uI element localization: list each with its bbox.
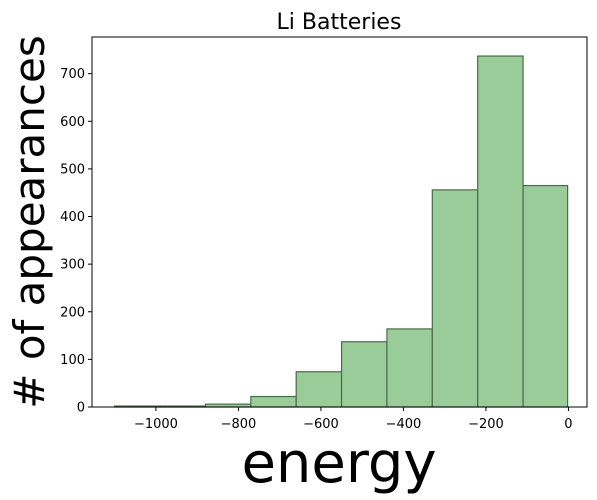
x-tick-label: −1000 xyxy=(134,417,178,432)
x-axis-ticks: −1000 −800 −600 −400 −200 0 xyxy=(134,407,573,432)
chart-title: Li Batteries xyxy=(277,10,402,35)
histogram-bar-8 xyxy=(477,55,524,408)
y-tick-label: 200 xyxy=(60,305,85,320)
y-tick-label: 400 xyxy=(60,210,85,225)
x-tick-label: −800 xyxy=(221,417,257,432)
plot-frame xyxy=(91,36,588,408)
histogram-bar-4 xyxy=(295,371,343,408)
x-tick-label: −200 xyxy=(468,417,504,432)
y-tick-label: 700 xyxy=(60,67,85,82)
y-tick-label: 100 xyxy=(60,353,85,368)
histogram-bar-9 xyxy=(522,184,569,408)
y-tick-label: 600 xyxy=(60,115,85,130)
x-tick-label: −400 xyxy=(386,417,422,432)
histogram-bar-6 xyxy=(386,328,433,408)
x-tick-label: 0 xyxy=(564,417,572,432)
histogram-bar-7 xyxy=(431,189,479,408)
y-axis-label: # of appearances xyxy=(5,35,54,408)
histogram-bar-3 xyxy=(250,395,297,408)
histogram-bar-5 xyxy=(340,341,388,408)
y-tick-label: 0 xyxy=(77,401,85,416)
bars-layer xyxy=(114,55,569,408)
y-tick-label: 500 xyxy=(60,162,85,177)
y-axis-ticks: 0 100 200 300 400 500 600 700 xyxy=(60,67,92,416)
x-tick-label: −600 xyxy=(303,417,339,432)
y-tick-label: 300 xyxy=(60,258,85,273)
x-axis-label: energy xyxy=(241,431,436,496)
